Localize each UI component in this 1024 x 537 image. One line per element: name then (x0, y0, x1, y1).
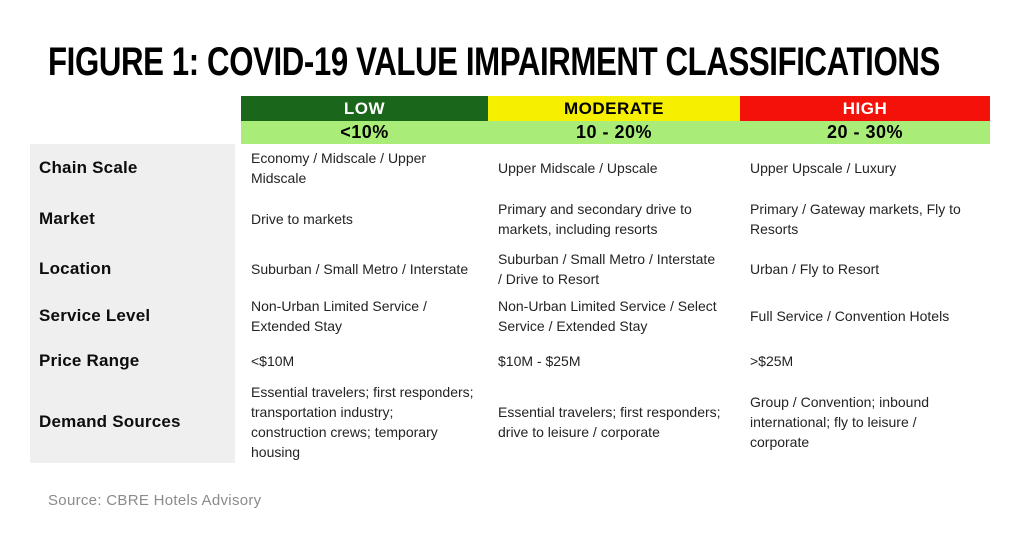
cell-market-low: Drive to markets (251, 210, 353, 227)
cell-chain-scale-low: Economy / Midscale / Upper Midscale (251, 150, 427, 186)
cell-chain-scale-high: Upper Upscale / Luxury (750, 160, 897, 176)
cell-price-range-high: >$25M (750, 352, 794, 369)
range-low: <10% (241, 121, 488, 144)
cell-chain-scale-moderate: Upper Midscale / Upscale (498, 160, 658, 176)
row-label-market: Market (30, 192, 235, 245)
cell-service-level-low: Non-Urban Limited Service / Extended Sta… (251, 298, 427, 334)
cell-location-low: Suburban / Small Metro / Interstate (251, 260, 469, 277)
row-label-chain-scale: Chain Scale (30, 144, 235, 192)
source-note: Source: CBRE Hotels Advisory (48, 492, 262, 509)
cell-location-moderate: Suburban / Small Metro / Interstate / Dr… (498, 250, 716, 287)
range-moderate: 10 - 20% (488, 121, 740, 144)
cell-market-moderate: Primary and secondary drive to markets, … (498, 200, 692, 237)
cell-market-high: Primary / Gateway markets, Fly to Resort… (750, 200, 961, 237)
range-high: 20 - 30% (740, 121, 990, 144)
classification-table: LOW MODERATE HIGH <10% 10 - 20% 20 - 30%… (30, 96, 990, 463)
cell-demand-sources-low: Essential travelers; first responders; t… (251, 384, 474, 460)
header-spacer (30, 96, 241, 121)
column-header-moderate: MODERATE (488, 96, 740, 121)
row-label-location: Location (30, 245, 235, 292)
cell-service-level-high: Full Service / Convention Hotels (750, 308, 950, 324)
cell-service-level-moderate: Non-Urban Limited Service / Select Servi… (498, 298, 717, 334)
cell-location-high: Urban / Fly to Resort (750, 260, 880, 277)
figure-title: FIGURE 1: COVID-19 VALUE IMPAIRMENT CLAS… (48, 40, 940, 84)
row-label-demand-sources: Demand Sources (30, 381, 235, 463)
column-header-high: HIGH (740, 96, 990, 121)
cell-demand-sources-moderate: Essential travelers; first responders; d… (498, 404, 721, 440)
cell-price-range-low: <$10M (251, 352, 295, 369)
cell-price-range-moderate: $10M - $25M (498, 352, 581, 369)
range-spacer (30, 121, 241, 144)
cell-demand-sources-high: Group / Convention; inbound internationa… (750, 394, 930, 450)
row-label-service-level: Service Level (30, 292, 235, 340)
row-label-price-range: Price Range (30, 340, 235, 381)
column-header-low: LOW (241, 96, 488, 121)
